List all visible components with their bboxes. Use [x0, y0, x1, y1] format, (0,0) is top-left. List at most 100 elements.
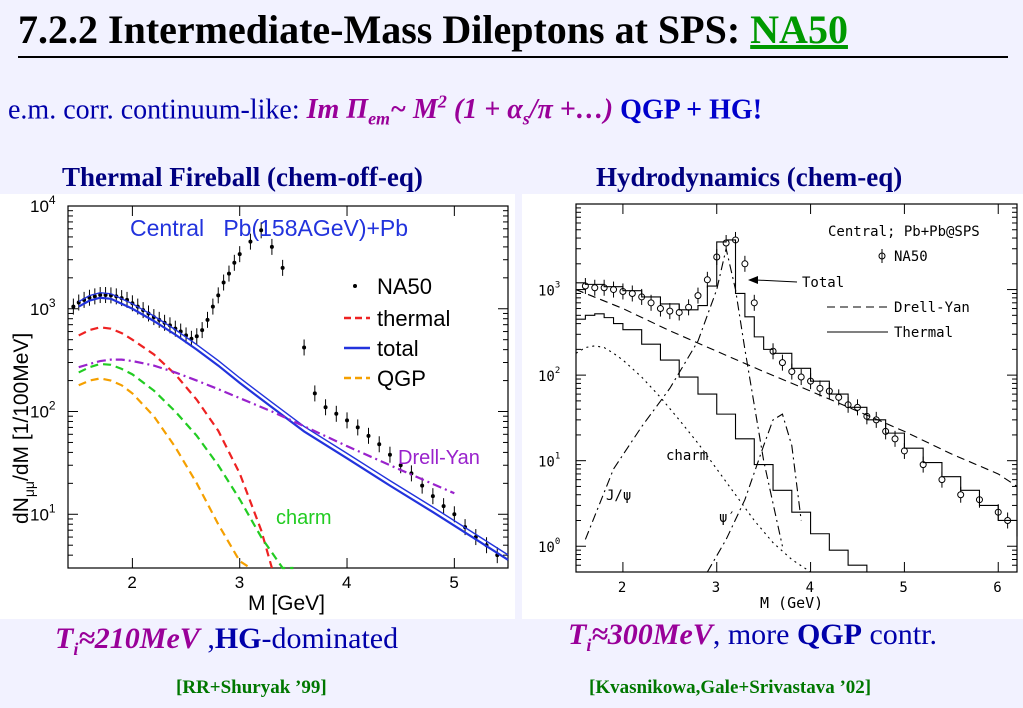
series-na50-point [237, 252, 242, 257]
x-tick-label: 4 [806, 580, 814, 596]
y-tick-label: 103 [538, 281, 560, 300]
note-tail: contr. [869, 618, 937, 651]
series-na50-point [797, 373, 805, 381]
right-chart: 2 3 4 5 6 100 101 102 103 Central; Pb+Pb@SPS NA5… [538, 203, 1018, 612]
right-chart-panel: 2 3 4 5 6 100 101 102 103 Central; Pb+Pb@SPS NA5… [522, 194, 1023, 619]
series-na50-point [628, 289, 636, 297]
right-legend: NA50 Total Drell-Yan Thermal [748, 249, 970, 341]
left-chart-panel: 2 3 4 5 101 102 103 104 Central Pb(158AGeV)+Pb … [0, 193, 515, 619]
series-na50-point [591, 284, 599, 292]
series-na50-point [205, 317, 210, 322]
series-na50-point [816, 384, 824, 392]
series-na50-point [248, 239, 253, 244]
series-na50-point [675, 308, 683, 316]
annotation-drell-yan: Drell-Yan [398, 447, 480, 469]
left-reference: [RR+Shuryak ’99] [176, 677, 327, 698]
legend-label-na50: NA50 [894, 249, 928, 265]
y-tick-label: 100 [538, 537, 560, 556]
formula-part: (1 + α [453, 94, 523, 126]
series-na50-point [656, 305, 664, 313]
series-na50-point [441, 504, 446, 509]
left-chart-title: Central Pb(158AGeV)+Pb [130, 215, 408, 241]
left-x-axis-label: M [GeV] [248, 592, 325, 615]
series-na50-point [221, 280, 226, 285]
x-tick-label: 2 [618, 580, 626, 596]
annotation-charm: charm [666, 448, 708, 464]
series-na50-point [98, 293, 103, 298]
x-tick-label: 6 [993, 580, 1001, 596]
formula-sub: em [368, 108, 391, 129]
series-na50-point [778, 359, 786, 367]
note-t-sub: i [586, 635, 592, 655]
annotation-arrow-total [755, 279, 798, 283]
formula-part: ~ M [390, 94, 438, 126]
right-plot-frame [575, 203, 1018, 573]
x-tick-label: 3 [712, 580, 720, 596]
series-na50-point [71, 304, 76, 309]
series-na50-point [835, 393, 843, 401]
series-na50-point [452, 512, 457, 517]
series-na50-point [232, 260, 237, 265]
series-na50-point [323, 405, 328, 410]
note-t: T [55, 622, 74, 655]
legend-label-total: total [377, 336, 419, 361]
series-total-line-upper [78, 292, 509, 556]
series-na50-point [216, 293, 221, 298]
series-drell-yan-line [575, 289, 1018, 487]
series-na50-point [900, 447, 908, 455]
formula-sup: 2 [437, 92, 447, 112]
series-na50-point [398, 463, 403, 468]
note-comma: , [207, 622, 215, 655]
annotation-charm: charm [276, 507, 332, 529]
left-plot-frame [67, 205, 509, 569]
series-na50-point [750, 299, 758, 307]
right-x-axis-label: M (GeV) [760, 594, 823, 612]
series-na50-point [610, 286, 618, 294]
left-y-axis-label: dNμμ/dM [1/100MeV] [10, 333, 37, 524]
legend-label-thermal: thermal [377, 306, 450, 331]
series-na50-point [302, 345, 307, 350]
series-na50-point [226, 271, 231, 276]
series-na50-point [312, 391, 317, 396]
title-underline [18, 56, 1008, 58]
annotation-psiprime: ψ′ [719, 510, 736, 526]
series-na50-point [957, 491, 965, 499]
x-tick-label: 3 [235, 573, 244, 592]
note-temperature: ≈300MeV [591, 618, 713, 651]
formula-sub: s [522, 108, 530, 129]
series-total-line [576, 239, 1018, 537]
x-tick-label: 2 [127, 573, 136, 592]
series-na50-point [377, 442, 382, 447]
x-tick-label: 5 [449, 573, 458, 592]
series-na50-point [92, 294, 97, 299]
series-na50-point [741, 260, 749, 268]
note-rest: , more [712, 618, 790, 651]
formula-part: Im Π [306, 94, 369, 126]
series-na50-point [200, 328, 205, 333]
y-tick-label: 101 [30, 501, 56, 524]
series-na50-point [269, 244, 274, 249]
series-na50-point [355, 425, 360, 430]
left-heading: Thermal Fireball (chem-off-eq) [62, 162, 423, 192]
slide-title-main: 7.2.2 Intermediate-Mass Dileptons at SPS… [18, 7, 741, 52]
series-na50-point [345, 418, 350, 423]
subtitle-lead: e.m. corr. continuum-like: [8, 94, 300, 126]
formula-part: /π +…) [529, 94, 614, 126]
series-na50-point [703, 276, 711, 284]
series-na50-point [891, 435, 899, 443]
note-rest: -dominated [261, 622, 399, 655]
annotation-total: Total [802, 275, 844, 291]
y-tick-label: 102 [30, 399, 56, 422]
subtitle-conclusion: QGP + HG! [620, 94, 763, 126]
series-j--line [584, 248, 783, 547]
series-thermal-line [78, 326, 273, 569]
right-heading: Hydrodynamics (chem-eq) [596, 162, 903, 192]
annotation-jpsi: J/ψ [606, 488, 631, 504]
series-charm-line [575, 345, 811, 573]
left-note: Ti≈210MeV ,HG-dominated [55, 622, 398, 660]
series-na50-point [694, 292, 702, 300]
series-na50-point [788, 368, 796, 376]
subtitle-formula: Im Πem~ M2 (1 + αs/π +…) [306, 92, 620, 129]
legend-label-drell-yan: Drell-Yan [894, 300, 970, 316]
